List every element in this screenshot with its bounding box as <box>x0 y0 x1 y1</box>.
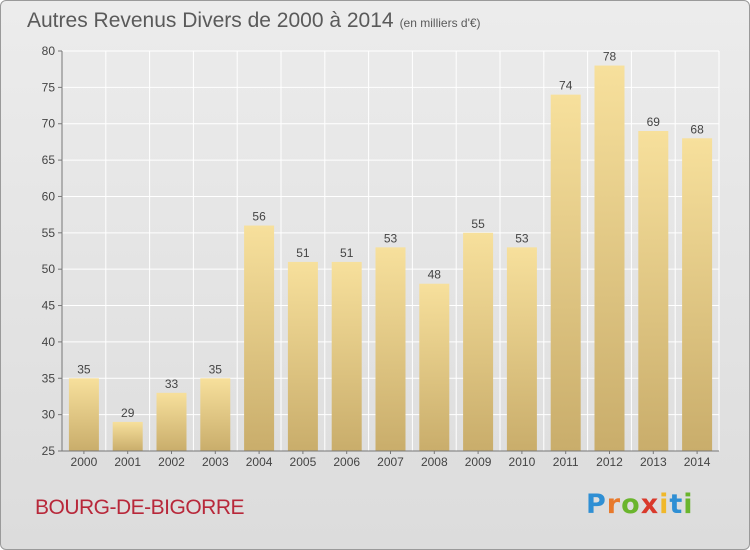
x-tick-label: 2008 <box>421 455 448 469</box>
data-label: 35 <box>209 362 223 376</box>
axes <box>58 50 719 454</box>
y-tick-label: 80 <box>42 44 56 58</box>
data-label: 78 <box>603 50 617 64</box>
logo-letter: t <box>669 489 684 520</box>
data-label: 68 <box>690 122 704 136</box>
bar <box>506 247 537 451</box>
logo-letter: i <box>659 489 670 520</box>
y-tick-label: 65 <box>42 153 56 167</box>
chart-title: Autres Revenus Divers de 2000 à 2014 (en … <box>27 9 481 33</box>
y-tick-label: 40 <box>42 335 56 349</box>
data-label: 35 <box>77 362 91 376</box>
x-tick-label: 2012 <box>596 455 623 469</box>
bar <box>331 261 362 451</box>
bar <box>419 283 450 451</box>
x-tick-label: 2004 <box>246 455 273 469</box>
logo-letter: P <box>586 489 607 520</box>
logo-letter: i <box>683 489 694 520</box>
x-tick-label: 2010 <box>509 455 536 469</box>
y-tick-label: 60 <box>42 189 56 203</box>
place-name: BOURG-DE-BIGORRE <box>35 496 245 519</box>
logo-letter: r <box>606 489 622 520</box>
data-label: 51 <box>340 246 354 260</box>
data-label: 48 <box>428 268 442 282</box>
data-label: 29 <box>121 406 135 420</box>
bar <box>244 225 275 451</box>
bar <box>287 261 318 451</box>
bars <box>68 65 713 452</box>
x-tick-label: 2000 <box>71 455 98 469</box>
x-tick-label: 2005 <box>290 455 317 469</box>
bar <box>112 421 143 451</box>
logo-letter: o <box>621 489 641 520</box>
bar <box>594 65 625 451</box>
bar <box>638 131 669 451</box>
proxiti-logo: Proxiti <box>586 489 694 520</box>
y-tick-label: 70 <box>42 117 56 131</box>
data-label: 69 <box>647 115 661 129</box>
data-label: 53 <box>384 231 398 245</box>
bar <box>375 247 406 451</box>
x-tick-label: 2014 <box>684 455 711 469</box>
data-label: 33 <box>165 377 179 391</box>
y-tick-label: 75 <box>42 80 56 94</box>
x-tick-label: 2009 <box>465 455 492 469</box>
y-tick-label: 30 <box>42 408 56 422</box>
x-tick-label: 2002 <box>158 455 185 469</box>
labels: 25 30 35 40 45 50 55 60 65 70 75 80 35 2000 29 2001 33 20… <box>42 44 711 469</box>
data-label: 74 <box>559 79 573 93</box>
data-label: 56 <box>252 210 266 224</box>
y-tick-label: 45 <box>42 299 56 313</box>
x-tick-label: 2011 <box>553 455 579 469</box>
bar <box>550 94 581 452</box>
bar <box>463 232 494 451</box>
y-tick-label: 55 <box>42 226 56 240</box>
y-tick-label: 50 <box>42 262 56 276</box>
x-tick-label: 2013 <box>640 455 667 469</box>
bar <box>68 378 99 451</box>
data-label: 53 <box>515 231 529 245</box>
chart-unit: (en milliers d'€) <box>399 16 481 30</box>
bar <box>156 392 187 451</box>
logo-letter: x <box>640 489 660 520</box>
bar <box>200 378 231 451</box>
y-tick-label: 35 <box>42 371 56 385</box>
y-tick-label: 25 <box>42 444 56 458</box>
x-tick-label: 2001 <box>114 455 141 469</box>
x-tick-label: 2006 <box>333 455 360 469</box>
data-label: 55 <box>471 217 485 231</box>
x-tick-label: 2003 <box>202 455 229 469</box>
data-label: 51 <box>296 246 310 260</box>
bar <box>682 138 713 452</box>
x-tick-label: 2007 <box>377 455 404 469</box>
chart-title-text: Autres Revenus Divers de 2000 à 2014 <box>27 9 394 32</box>
